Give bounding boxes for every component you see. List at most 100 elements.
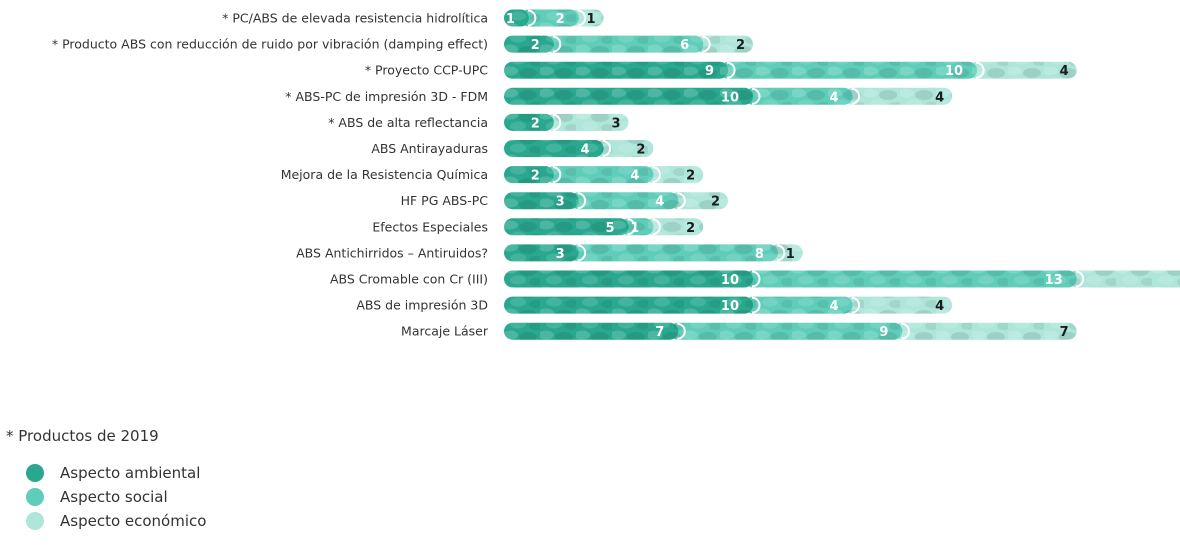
category-label-pc-abs-de-elevada-resistencia-hidrolitica: * PC/ABS de elevada resistencia hidrolít… [222, 11, 488, 26]
bar-texture-aspecto-social-mejora-de-la-resistencia-quimica [545, 166, 654, 184]
stacked-bar-chart: * PC/ABS de elevada resistencia hidrolít… [52, 9, 1180, 340]
category-label-producto-abs-con-reduccion-de-ruido-por-vibracion-damping-effect: * Producto ABS con reducción de ruido po… [52, 37, 488, 52]
segment-divider-aspecto-ambiental-pc-abs-de-elevada-resistencia-hidrolitica [527, 9, 537, 27]
data-label-aspecto-economico-abs-de-impresion-3d: 4 [935, 299, 944, 314]
bar-row-proyecto-ccp-upc: 4 10 9 [504, 61, 1077, 79]
segment-divider-aspecto-ambiental-abs-de-alta-reflectancia [552, 113, 562, 131]
data-label-aspecto-ambiental-abs-pc-de-impresion-3d-fdm: 10 [721, 90, 739, 105]
category-labels: * PC/ABS de elevada resistencia hidrolít… [52, 11, 489, 339]
bar-texture-aspecto-ambiental-hf-pg-abs-pc [504, 192, 579, 210]
legend-label-ambiental: Aspecto ambiental [60, 464, 201, 482]
data-label-aspecto-social-abs-de-impresion-3d: 4 [830, 299, 839, 314]
segment-divider-aspecto-ambiental-hf-pg-abs-pc [577, 192, 587, 210]
data-label-aspecto-social-abs-pc-de-impresion-3d-fdm: 4 [830, 90, 839, 105]
bar-row-marcaje-laser: 7 9 7 [504, 322, 1077, 340]
bar-texture-aspecto-social-pc-abs-de-elevada-resistencia-hidrolitica [520, 9, 579, 27]
bars: 1212624109441032242422432151835131044107… [504, 9, 1180, 340]
legend-swatch-social [26, 488, 44, 506]
data-label-aspecto-ambiental-abs-antichirridos-antiruidos: 3 [556, 247, 565, 262]
category-label-hf-pg-abs-pc: HF PG ABS-PC [401, 193, 489, 208]
data-label-aspecto-economico-pc-abs-de-elevada-resistencia-hidrolitica: 1 [587, 12, 596, 27]
segment-divider-aspecto-ambiental-marcaje-laser [677, 322, 686, 340]
data-label-aspecto-economico-abs-antichirridos-antiruidos: 1 [786, 247, 795, 262]
bar-row-pc-abs-de-elevada-resistencia-hidrolitica: 1 2 1 [504, 9, 604, 27]
segment-divider-aspecto-ambiental-mejora-de-la-resistencia-quimica [552, 166, 562, 184]
category-label-marcaje-laser: Marcaje Láser [401, 324, 489, 339]
data-label-aspecto-social-proyecto-ccp-upc: 10 [945, 64, 963, 79]
bar-texture-aspecto-economico-abs-antichirridos-antiruidos [769, 244, 803, 262]
data-label-aspecto-ambiental-efectos-especiales: 5 [605, 221, 614, 236]
segment-divider-aspecto-ambiental-abs-de-impresion-3d [751, 296, 761, 314]
bar-texture-aspecto-social-abs-cromable-con-cr-iii [744, 270, 1077, 288]
data-label-aspecto-ambiental-mejora-de-la-resistencia-quimica: 2 [531, 169, 540, 184]
bar-texture-aspecto-ambiental-producto-abs-con-reduccion-de-ruido-por-vibracion-damping-effect [504, 35, 554, 53]
segment-divider-aspecto-ambiental-producto-abs-con-reduccion-de-ruido-por-vibracion-damping-effect [552, 35, 562, 53]
category-label-abs-de-impresion-3d: ABS de impresión 3D [356, 298, 488, 313]
bar-row-producto-abs-con-reduccion-de-ruido-por-vibracion-damping-effect: 2 6 2 [504, 35, 753, 53]
data-label-aspecto-social-producto-abs-con-reduccion-de-ruido-por-vibracion-damping-effect: 6 [680, 38, 689, 53]
data-label-aspecto-economico-hf-pg-abs-pc: 2 [711, 195, 720, 210]
legend-note: * Productos de 2019 [6, 427, 159, 445]
segment-divider-aspecto-social-proyecto-ccp-upc [975, 61, 985, 79]
category-label-efectos-especiales: Efectos Especiales [372, 219, 488, 234]
data-label-aspecto-ambiental-abs-antirayaduras: 4 [581, 143, 590, 158]
bar-row-abs-cromable-con-cr-iii: 51310 [504, 270, 1180, 288]
category-label-abs-antirayaduras: ABS Antirayaduras [371, 141, 488, 156]
data-label-aspecto-ambiental-producto-abs-con-reduccion-de-ruido-por-vibracion-damping-effect: 2 [531, 38, 540, 53]
bar-texture-aspecto-ambiental-abs-antichirridos-antiruidos [504, 244, 579, 262]
segment-divider-aspecto-social-abs-cromable-con-cr-iii [1075, 270, 1085, 288]
bar-texture-aspecto-economico-abs-de-impresion-3d [844, 296, 953, 314]
data-label-aspecto-ambiental-hf-pg-abs-pc: 3 [556, 195, 565, 210]
data-label-aspecto-ambiental-abs-cromable-con-cr-iii: 10 [721, 273, 739, 288]
bar-row-abs-de-impresion-3d: 4 4 10 [504, 296, 953, 314]
bar-texture-aspecto-economico-abs-pc-de-impresion-3d-fdm [844, 87, 953, 105]
legend-label-social: Aspecto social [60, 488, 168, 506]
bar-texture-aspecto-ambiental-efectos-especiales [504, 218, 629, 236]
bar-texture-aspecto-economico-pc-abs-de-elevada-resistencia-hidrolitica [570, 9, 604, 27]
bar-row-efectos-especiales: 215 [504, 218, 704, 236]
segment-divider-aspecto-social-pc-abs-de-elevada-resistencia-hidrolitica [577, 9, 587, 27]
segment-divider-aspecto-social-efectos-especiales [652, 218, 661, 236]
bar-texture-aspecto-ambiental-marcaje-laser [504, 322, 679, 340]
bar-texture-aspecto-social-abs-antichirridos-antiruidos [570, 244, 778, 262]
bar-texture-aspecto-economico-abs-de-alta-reflectancia [545, 113, 629, 131]
bar-texture-aspecto-ambiental-abs-de-alta-reflectancia [504, 113, 554, 131]
legend-swatch-ambiental [26, 464, 44, 482]
bar-row-abs-antirayaduras: 24 [504, 140, 654, 158]
bar-texture-aspecto-ambiental-proyecto-ccp-upc [504, 61, 729, 79]
category-label-abs-antichirridos-antiruidos: ABS Antichirridos – Antiruidos? [296, 245, 488, 260]
data-label-aspecto-social-abs-cromable-con-cr-iii: 13 [1045, 273, 1063, 288]
segment-divider-aspecto-social-mejora-de-la-resistencia-quimica [652, 166, 661, 184]
bar-texture-aspecto-social-marcaje-laser [669, 322, 903, 340]
legend: Aspecto ambiental Aspecto social Aspecto… [26, 461, 206, 533]
data-label-aspecto-social-mejora-de-la-resistencia-quimica: 4 [630, 169, 639, 184]
data-label-aspecto-economico-abs-de-alta-reflectancia: 3 [611, 116, 620, 131]
data-label-aspecto-ambiental-proyecto-ccp-upc: 9 [705, 64, 714, 79]
data-label-aspecto-economico-producto-abs-con-reduccion-de-ruido-por-vibracion-damping-effect: 2 [736, 38, 745, 53]
data-label-aspecto-economico-abs-pc-de-impresion-3d-fdm: 4 [935, 90, 944, 105]
data-label-aspecto-ambiental-pc-abs-de-elevada-resistencia-hidrolitica: 1 [506, 12, 515, 27]
category-label-proyecto-ccp-upc: * Proyecto CCP-UPC [365, 63, 488, 78]
bar-texture-aspecto-social-efectos-especiales [620, 218, 654, 236]
data-label-aspecto-ambiental-abs-de-impresion-3d: 10 [721, 299, 739, 314]
segment-divider-aspecto-social-abs-antichirridos-antiruidos [776, 244, 786, 262]
segment-divider-aspecto-ambiental-abs-antirayaduras [602, 140, 612, 157]
bar-texture-aspecto-social-abs-de-impresion-3d [744, 296, 853, 314]
category-label-mejora-de-la-resistencia-quimica: Mejora de la Resistencia Química [281, 167, 488, 182]
bar-row-abs-pc-de-impresion-3d-fdm: 4 4 10 [504, 87, 953, 105]
bar-texture-aspecto-ambiental-abs-cromable-con-cr-iii [504, 270, 753, 288]
data-label-aspecto-social-marcaje-laser: 9 [879, 325, 888, 340]
legend-item-ambiental: Aspecto ambiental [26, 461, 206, 485]
data-label-aspecto-economico-mejora-de-la-resistencia-quimica: 2 [686, 169, 695, 184]
bar-row-mejora-de-la-resistencia-quimica: 2 4 2 [504, 166, 704, 184]
data-label-aspecto-economico-proyecto-ccp-upc: 4 [1060, 64, 1069, 79]
data-label-aspecto-ambiental-marcaje-laser: 7 [655, 325, 664, 340]
bar-texture-aspecto-social-hf-pg-abs-pc [570, 192, 679, 210]
segment-divider-aspecto-ambiental-abs-antichirridos-antiruidos [577, 244, 587, 262]
data-label-aspecto-economico-marcaje-laser: 7 [1060, 325, 1069, 340]
bar-texture-aspecto-ambiental-abs-de-impresion-3d [504, 296, 753, 314]
legend-item-economico: Aspecto económico [26, 509, 206, 533]
data-label-aspecto-ambiental-abs-de-alta-reflectancia: 2 [531, 116, 540, 131]
bar-row-hf-pg-abs-pc: 2 4 3 [504, 192, 729, 210]
category-label-abs-pc-de-impresion-3d-fdm: * ABS-PC de impresión 3D - FDM [285, 89, 488, 104]
